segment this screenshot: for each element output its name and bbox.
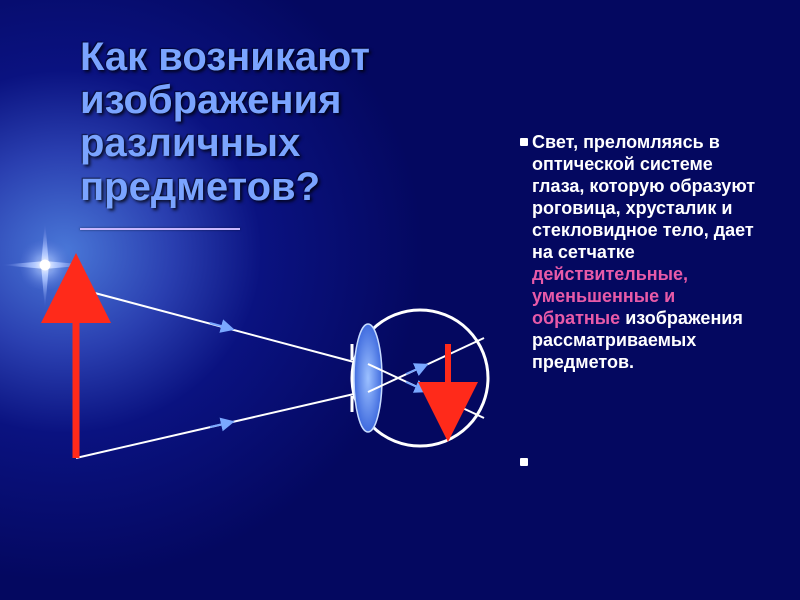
eye-optics-diagram	[50, 248, 510, 508]
title-underline	[80, 228, 240, 230]
bullet-2	[520, 458, 528, 466]
body-text: Свет, преломляясь в оптической системе г…	[532, 132, 768, 373]
body-line-1: Свет, преломляясь в оптической системе г…	[532, 132, 755, 262]
slide-root: Как возникают изображения различных пред…	[0, 0, 800, 600]
eye-lens	[354, 324, 382, 432]
slide-title: Как возникают изображения различных пред…	[80, 36, 510, 209]
bullet-1	[520, 138, 528, 146]
